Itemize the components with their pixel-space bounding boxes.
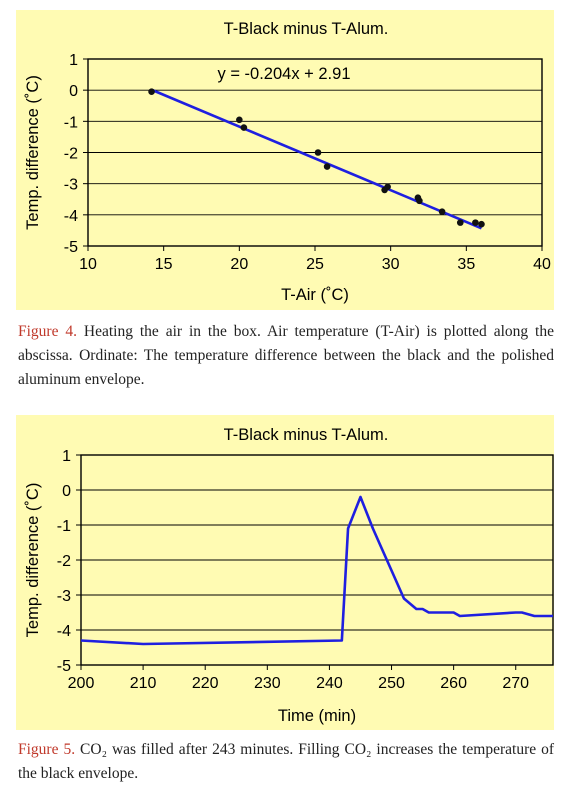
x-tick-label: 25 [306,256,324,273]
x-axis-label: T-Air (˚C) [281,286,349,304]
data-point [236,116,243,124]
figure-4-caption-text: Heating the air in the box. Air temperat… [18,323,554,388]
x-tick-label: 250 [378,675,405,692]
x-tick-label: 230 [254,675,281,692]
chart-title: T-Black minus T-Alum. [224,20,389,38]
trendline-equation: y = -0.204x + 2.91 [217,65,350,83]
x-tick-label: 35 [457,256,475,273]
data-point [456,219,464,226]
y-tick-label: -4 [57,623,71,640]
y-tick-label: -5 [57,658,71,675]
y-tick-label: -2 [64,146,78,163]
data-point [314,149,322,156]
data-point [384,183,391,191]
series-line [80,495,553,646]
y-tick-label: 1 [69,52,78,69]
data-point [148,88,155,96]
figure-4-chart: 10-1-2-3-4-510 15 20 25 30 35 40T-Black minus … [24,20,551,304]
x-tick-label: 240 [316,675,343,692]
x-tick-label: 260 [440,675,467,692]
x-axis-label: Time (min) [278,707,356,725]
data-point [240,124,248,131]
x-tick-label: 270 [502,675,529,692]
x-tick-label: 15 [155,256,173,273]
y-axis-label: Temp. difference (˚C) [24,75,42,230]
figure-4-caption-label: Figure 4. [18,323,77,340]
chart-title: T-Black minus T-Alum. [224,426,389,444]
data-point [323,163,331,170]
x-tick-label: 200 [68,675,95,692]
x-tick-label: 30 [382,256,400,273]
y-tick-label: 1 [62,448,71,465]
figure-5-caption: Figure 5. CO₂ was filled after 243 minut… [18,738,554,786]
x-tick-label: 20 [230,256,248,273]
data-point [438,208,446,216]
y-tick-label: 0 [62,483,71,500]
figure-5-chart-panel: 1 0 -1 -2 -3 -4 -5 200 210 220 230 240 250 260 270 T-Bl… [16,415,554,730]
figure-4-caption: Figure 4. Heating the air in the box. Ai… [18,320,554,392]
y-tick-label: -3 [57,588,71,605]
y-tick-label: -5 [64,239,78,256]
y-tick-label: -4 [64,208,78,225]
y-tick-label: 0 [69,83,78,100]
data-point [478,220,485,228]
x-tick-label: 40 [533,256,551,273]
y-axis-label: Temp. difference (˚C) [24,483,42,638]
y-tick-label: -1 [64,114,78,131]
data-point [416,197,423,205]
figure-5-caption-text: CO₂ was filled after 243 minutes. Fillin… [18,741,555,782]
x-tick-label: 10 [79,256,97,273]
x-tick-label: 210 [130,675,157,692]
y-tick-label: -1 [57,518,71,535]
y-tick-label: -2 [57,553,71,570]
figure-5-caption-label: Figure 5. [18,741,76,758]
data-point [472,219,479,226]
trendline [151,88,482,230]
figure-4-chart-panel: 1 0 -1 -2 -3 -4 -5 10 15 20 25 30 35 40 T-Black minus … [16,10,554,310]
x-tick-label: 220 [192,675,219,692]
y-tick-label: -3 [64,177,78,194]
